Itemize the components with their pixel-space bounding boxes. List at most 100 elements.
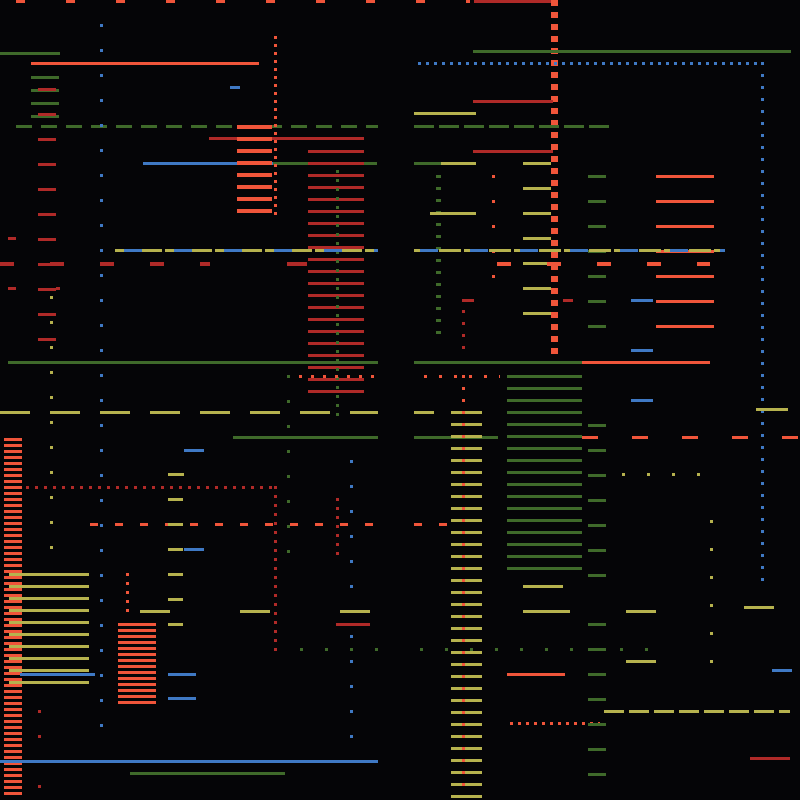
horizontal-line (436, 307, 441, 310)
dashed-line-segment (474, 62, 477, 65)
horizontal-line (523, 287, 551, 290)
horizontal-line (4, 510, 22, 513)
dashed-line-segment (100, 411, 130, 414)
horizontal-line (237, 161, 272, 165)
dashed-line-segment (632, 436, 648, 439)
dashed-line-segment (50, 496, 53, 499)
dashed-line-segment (274, 594, 277, 597)
dashed-line-segment (336, 278, 339, 281)
horizontal-line (118, 659, 156, 662)
dashed-line-segment (100, 299, 103, 302)
horizontal-line (451, 735, 482, 738)
dashed-line-segment (140, 249, 162, 252)
dashed-line-segment (551, 192, 558, 198)
dashed-line-segment (439, 375, 442, 378)
dashed-line-segment (497, 262, 511, 266)
dashed-line-segment (287, 450, 290, 453)
horizontal-line (451, 675, 482, 678)
dashed-line-segment (539, 249, 561, 252)
dashed-line-segment (462, 747, 465, 750)
dashed-line-segment (551, 204, 558, 210)
dashed-line-segment (340, 523, 348, 526)
horizontal-line (4, 588, 22, 591)
dashed-line-segment (325, 648, 328, 651)
dashed-line-segment (462, 687, 465, 690)
horizontal-line (9, 681, 89, 684)
dashed-line-segment (100, 149, 103, 152)
dashed-line-segment (730, 62, 733, 65)
horizontal-line (507, 555, 582, 558)
dashed-line-segment (126, 591, 129, 594)
dashed-line-segment (299, 375, 302, 378)
horizontal-line (451, 651, 482, 654)
horizontal-line (287, 262, 307, 266)
horizontal-line (38, 113, 56, 116)
dashed-line-segment (418, 62, 421, 65)
dashed-line-segment (53, 486, 56, 489)
horizontal-line (4, 546, 22, 549)
horizontal-line (414, 411, 434, 414)
dashed-line-segment (66, 0, 75, 3)
dashed-line-segment (274, 172, 277, 175)
horizontal-line (473, 150, 553, 153)
dashed-line-segment (190, 249, 212, 252)
dashed-line-segment (274, 124, 277, 127)
dashed-line-segment (672, 473, 675, 476)
horizontal-line (4, 642, 22, 645)
dashed-line-segment (350, 460, 353, 463)
dashed-line-segment (216, 0, 225, 3)
horizontal-line (523, 237, 551, 240)
dashed-line-segment (710, 604, 713, 607)
dashed-line-segment (462, 699, 465, 702)
dashed-line-segment (551, 324, 558, 330)
dashed-line-segment (551, 156, 558, 162)
horizontal-line (4, 714, 22, 717)
horizontal-line (507, 507, 582, 510)
dashed-line-segment (336, 516, 339, 519)
horizontal-line (4, 774, 22, 777)
dashed-line-segment (704, 710, 724, 713)
dashed-line-segment (274, 621, 277, 624)
dashed-line-segment (260, 486, 263, 489)
dashed-line-segment (80, 486, 83, 489)
dashed-line-segment (166, 0, 175, 3)
dashed-line-segment (466, 0, 470, 3)
dashed-line-segment (141, 125, 157, 128)
dashed-line-segment (520, 249, 538, 252)
dashed-line-segment (551, 0, 558, 6)
horizontal-line (38, 213, 56, 216)
dashed-line-segment (439, 125, 459, 128)
dashed-line-segment (546, 62, 549, 65)
dashed-line-segment (274, 44, 277, 47)
dashed-line-segment (578, 62, 581, 65)
dashed-line-segment (462, 759, 465, 762)
dashed-line-segment (489, 249, 511, 252)
horizontal-line (436, 187, 441, 190)
dashed-line-segment (570, 62, 573, 65)
dashed-line-segment (188, 486, 191, 489)
horizontal-line (308, 294, 364, 297)
dashed-line-segment (274, 132, 277, 135)
dashed-line-segment (274, 549, 277, 552)
horizontal-line (9, 597, 89, 600)
horizontal-line (4, 738, 22, 741)
dashed-line-segment (336, 377, 339, 380)
dashed-line-segment (551, 12, 558, 18)
dashed-line-segment (126, 582, 129, 585)
dashed-line-segment (666, 62, 669, 65)
horizontal-line (588, 424, 606, 427)
horizontal-line (451, 723, 482, 726)
dashed-line-segment (462, 310, 465, 313)
horizontal-line (9, 669, 89, 672)
dashed-line-segment (100, 474, 103, 477)
dashed-line-segment (366, 125, 378, 128)
horizontal-line (474, 0, 554, 3)
horizontal-line (436, 331, 441, 334)
dashed-line-segment (274, 204, 277, 207)
dashed-line-segment (761, 434, 764, 437)
horizontal-line (4, 606, 22, 609)
horizontal-line (626, 660, 656, 663)
dashed-line-segment (761, 494, 764, 497)
dashed-line-segment (761, 578, 764, 581)
dashed-line-segment (116, 486, 119, 489)
